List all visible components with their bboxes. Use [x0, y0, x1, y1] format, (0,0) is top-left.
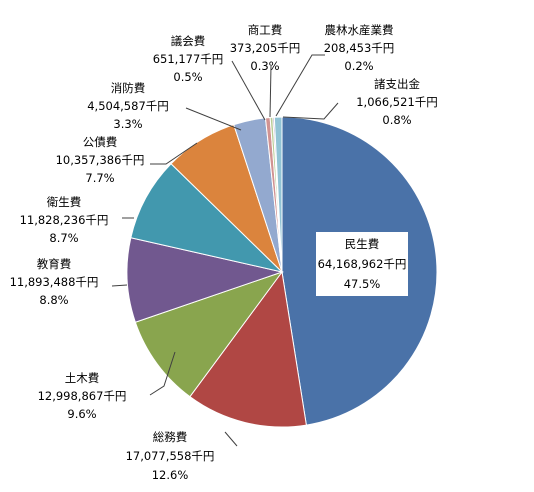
- category-label-10: 農林水産業費: [325, 23, 394, 37]
- leader-line-11: [282, 102, 339, 120]
- value-label-7: 4,504,587千円: [87, 99, 169, 113]
- leader-line-2: [224, 431, 238, 447]
- value-label-5: 11,828,236千円: [20, 213, 109, 227]
- leader-line-8: [231, 60, 266, 121]
- value-label-1: 64,168,962千円: [318, 257, 407, 271]
- leader-line-10: [275, 54, 325, 117]
- category-label-3: 土木費: [65, 371, 100, 385]
- percent-label-4: 8.8%: [39, 293, 68, 307]
- category-label-4: 教育費: [37, 257, 72, 271]
- value-label-6: 10,357,386千円: [56, 153, 145, 167]
- data-labels: 民生費 64,168,962千円 47.5% 総務費 17,077,558千円 12.6%…: [10, 23, 438, 482]
- percent-label-10: 0.2%: [344, 59, 373, 73]
- percent-label-6: 7.7%: [85, 171, 114, 185]
- leader-line-9: [269, 65, 272, 118]
- leader-line-6: [150, 142, 198, 165]
- percent-label-9: 0.3%: [250, 59, 279, 73]
- pie-slice-3: [134, 271, 284, 398]
- category-label-7: 消防費: [111, 81, 146, 95]
- category-label-2: 総務費: [153, 430, 188, 444]
- leader-line-3: [149, 351, 176, 396]
- value-label-3: 12,998,867千円: [38, 389, 127, 403]
- category-label-1: 民生費: [345, 237, 380, 251]
- leader-line-7: [185, 107, 242, 131]
- value-label-11: 1,066,521千円: [356, 95, 438, 109]
- category-label-6: 公債費: [83, 135, 118, 149]
- value-label-8: 651,177千円: [153, 52, 224, 66]
- category-label-9: 商工費: [248, 23, 283, 37]
- value-label-10: 208,453千円: [324, 41, 395, 55]
- data-label-box-1: [316, 232, 408, 296]
- category-label-5: 衛生費: [47, 195, 82, 209]
- pie-slice-4: [126, 237, 284, 323]
- percent-label-5: 8.7%: [49, 231, 78, 245]
- pie-slice-2: [189, 270, 307, 428]
- pie-slice-5: [130, 163, 284, 273]
- percent-label-7: 3.3%: [113, 117, 142, 131]
- value-label-4: 11,893,488千円: [10, 275, 99, 289]
- percent-label-11: 0.8%: [382, 113, 411, 127]
- pie-slice-11: [273, 116, 283, 273]
- percent-label-1: 47.5%: [344, 277, 381, 291]
- percent-label-2: 12.6%: [152, 468, 189, 482]
- category-label-11: 諸支出金: [374, 77, 420, 91]
- percent-label-8: 0.5%: [173, 70, 202, 84]
- slices: [126, 116, 438, 428]
- leader-lines: [111, 54, 339, 447]
- value-label-9: 373,205千円: [230, 41, 301, 55]
- leader-line-4: [111, 284, 128, 287]
- value-label-2: 17,077,558千円: [126, 449, 215, 463]
- percent-label-3: 9.6%: [67, 407, 96, 421]
- category-label-8: 議会費: [171, 34, 206, 48]
